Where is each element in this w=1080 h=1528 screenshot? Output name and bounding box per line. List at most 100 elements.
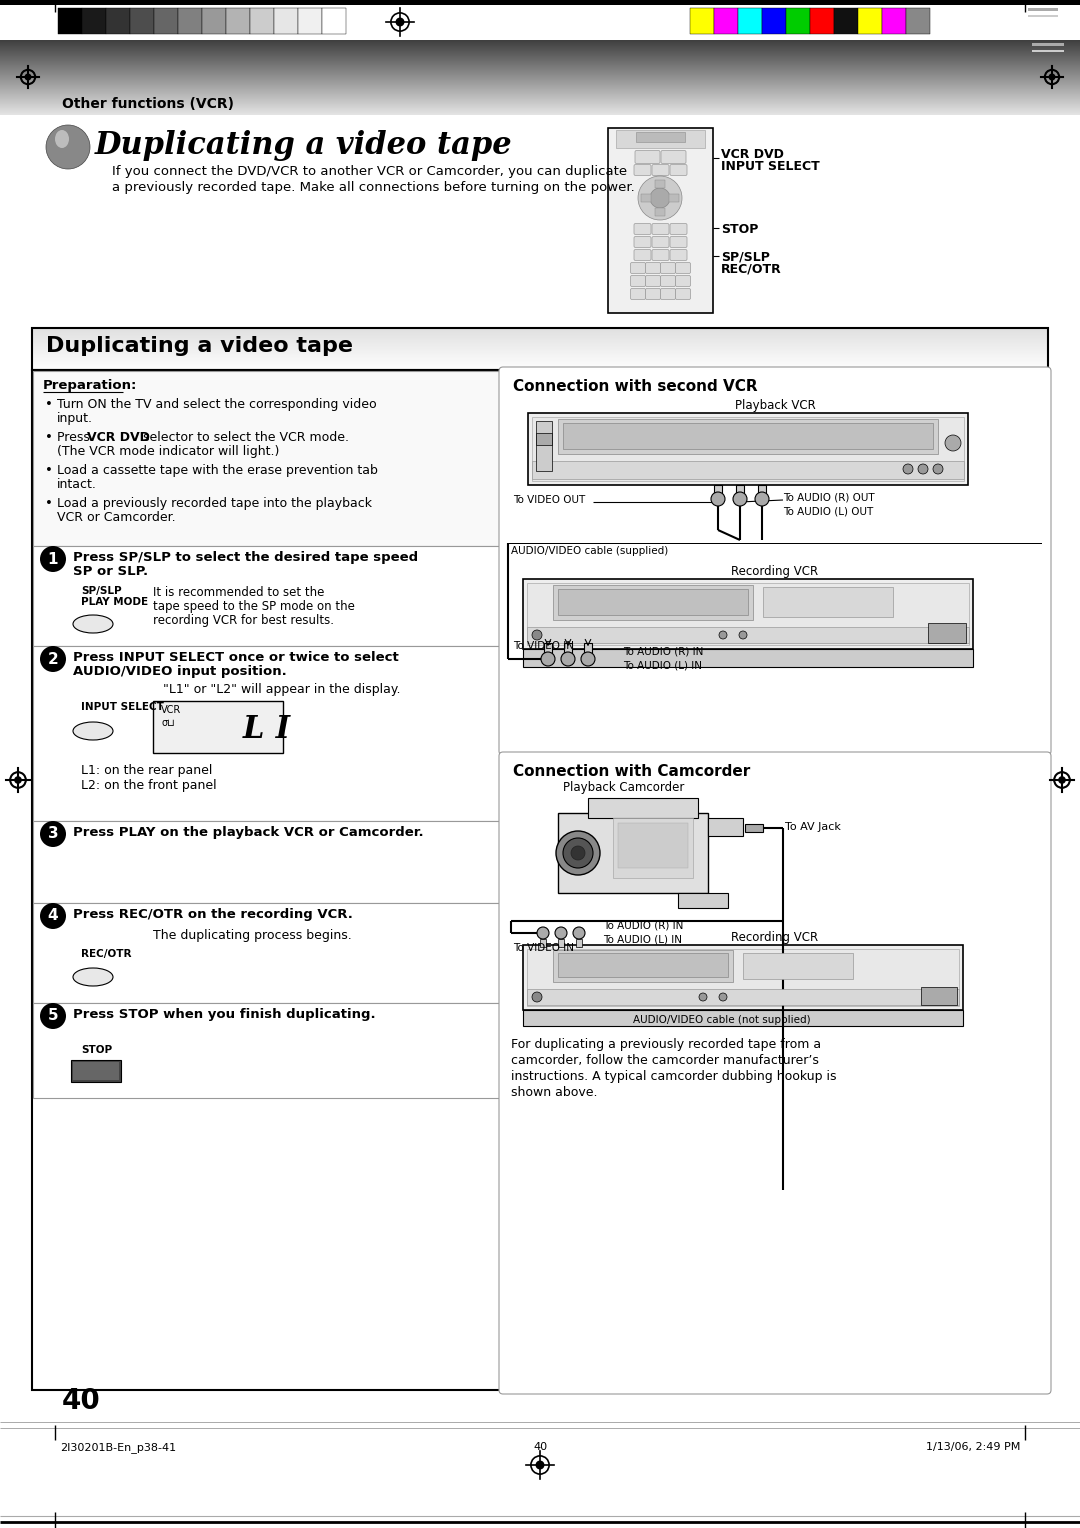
Circle shape: [555, 927, 567, 940]
Text: Press SP/SLP to select the desired tape speed: Press SP/SLP to select the desired tape …: [73, 552, 418, 564]
Bar: [33, 545, 501, 646]
Circle shape: [650, 188, 670, 208]
Bar: [588, 798, 698, 817]
Circle shape: [918, 465, 928, 474]
Text: Press STOP when you finish duplicating.: Press STOP when you finish duplicating.: [73, 1008, 376, 1021]
Text: STOP: STOP: [81, 1045, 112, 1054]
Text: AUDIO/VIDEO cable (supplied): AUDIO/VIDEO cable (supplied): [511, 545, 669, 556]
Bar: [523, 1010, 963, 1025]
FancyBboxPatch shape: [661, 263, 675, 274]
Bar: [130, 8, 154, 34]
Text: VCR or Camcorder.: VCR or Camcorder.: [57, 510, 176, 524]
Bar: [743, 953, 853, 979]
Bar: [584, 643, 592, 652]
Text: INPUT SELECT: INPUT SELECT: [81, 701, 164, 712]
Text: It is recommended to set the: It is recommended to set the: [153, 587, 324, 599]
Bar: [82, 8, 106, 34]
Bar: [1032, 43, 1064, 46]
Text: Press: Press: [57, 431, 94, 445]
Bar: [678, 892, 728, 908]
Circle shape: [395, 17, 405, 26]
Circle shape: [556, 831, 600, 876]
Text: "L1" or "L2" will appear in the display.: "L1" or "L2" will appear in the display.: [163, 683, 401, 695]
FancyBboxPatch shape: [670, 165, 687, 176]
Circle shape: [711, 492, 725, 506]
Bar: [71, 1060, 121, 1082]
Circle shape: [14, 776, 22, 784]
Text: 5: 5: [48, 1008, 58, 1024]
Circle shape: [40, 545, 66, 571]
Bar: [532, 417, 964, 481]
Bar: [33, 821, 501, 903]
Circle shape: [561, 652, 575, 666]
Text: Recording VCR: Recording VCR: [731, 565, 819, 578]
Text: tape speed to the SP mode on the: tape speed to the SP mode on the: [153, 601, 355, 613]
Text: Duplicating a video tape: Duplicating a video tape: [95, 130, 513, 160]
Text: To VIDEO IN: To VIDEO IN: [513, 943, 573, 953]
Circle shape: [733, 492, 747, 506]
Text: SP/SLP: SP/SLP: [81, 587, 122, 596]
Bar: [642, 194, 651, 202]
Bar: [32, 329, 1048, 370]
Bar: [1028, 15, 1058, 17]
Text: intact.: intact.: [57, 478, 97, 490]
FancyBboxPatch shape: [634, 249, 651, 260]
Text: INPUT SELECT: INPUT SELECT: [721, 160, 820, 173]
Bar: [858, 8, 882, 34]
FancyBboxPatch shape: [675, 275, 690, 287]
Bar: [714, 484, 723, 500]
Bar: [73, 1062, 119, 1080]
FancyBboxPatch shape: [670, 249, 687, 260]
Bar: [33, 1002, 501, 1099]
Text: Preparation:: Preparation:: [43, 379, 137, 393]
Circle shape: [755, 492, 769, 506]
Text: VCR: VCR: [161, 704, 181, 715]
Bar: [576, 940, 582, 947]
Circle shape: [581, 652, 595, 666]
Text: a previously recorded tape. Make all connections before turning on the power.: a previously recorded tape. Make all con…: [112, 180, 635, 194]
Text: SP/SLP: SP/SLP: [721, 251, 770, 264]
Bar: [735, 484, 744, 500]
Text: Playback Camcorder: Playback Camcorder: [563, 781, 685, 795]
FancyBboxPatch shape: [670, 237, 687, 248]
Text: Press INPUT SELECT once or twice to select: Press INPUT SELECT once or twice to sele…: [73, 651, 399, 665]
Text: REC/OTR: REC/OTR: [81, 949, 132, 960]
Text: To AV Jack: To AV Jack: [785, 822, 841, 833]
Text: REC/OTR: REC/OTR: [721, 263, 782, 277]
Bar: [558, 419, 939, 454]
FancyBboxPatch shape: [499, 367, 1051, 755]
Bar: [153, 701, 283, 753]
Text: (The VCR mode indicator will light.): (The VCR mode indicator will light.): [57, 445, 280, 458]
Bar: [928, 623, 966, 643]
FancyBboxPatch shape: [652, 165, 669, 176]
Circle shape: [40, 646, 66, 672]
Bar: [298, 8, 322, 34]
FancyBboxPatch shape: [631, 263, 646, 274]
Circle shape: [933, 465, 943, 474]
Bar: [527, 626, 969, 643]
Bar: [558, 588, 748, 614]
Circle shape: [563, 837, 593, 868]
Bar: [690, 8, 714, 34]
Bar: [249, 8, 274, 34]
Bar: [106, 8, 130, 34]
Text: •: •: [45, 397, 53, 411]
Circle shape: [40, 821, 66, 847]
Bar: [33, 903, 501, 1002]
Text: Duplicating a video tape: Duplicating a video tape: [46, 336, 353, 356]
Bar: [523, 579, 973, 649]
Bar: [834, 8, 858, 34]
Bar: [553, 950, 733, 983]
Ellipse shape: [73, 614, 113, 633]
Circle shape: [532, 992, 542, 1002]
Text: VCR DVD: VCR DVD: [87, 431, 150, 445]
Bar: [558, 813, 708, 892]
Text: Turn ON the TV and select the corresponding video: Turn ON the TV and select the correspond…: [57, 397, 377, 411]
Circle shape: [571, 847, 585, 860]
Ellipse shape: [55, 130, 69, 148]
Bar: [0, 0, 1080, 5]
Bar: [618, 824, 688, 868]
FancyBboxPatch shape: [631, 275, 646, 287]
Circle shape: [40, 903, 66, 929]
FancyBboxPatch shape: [661, 150, 686, 163]
